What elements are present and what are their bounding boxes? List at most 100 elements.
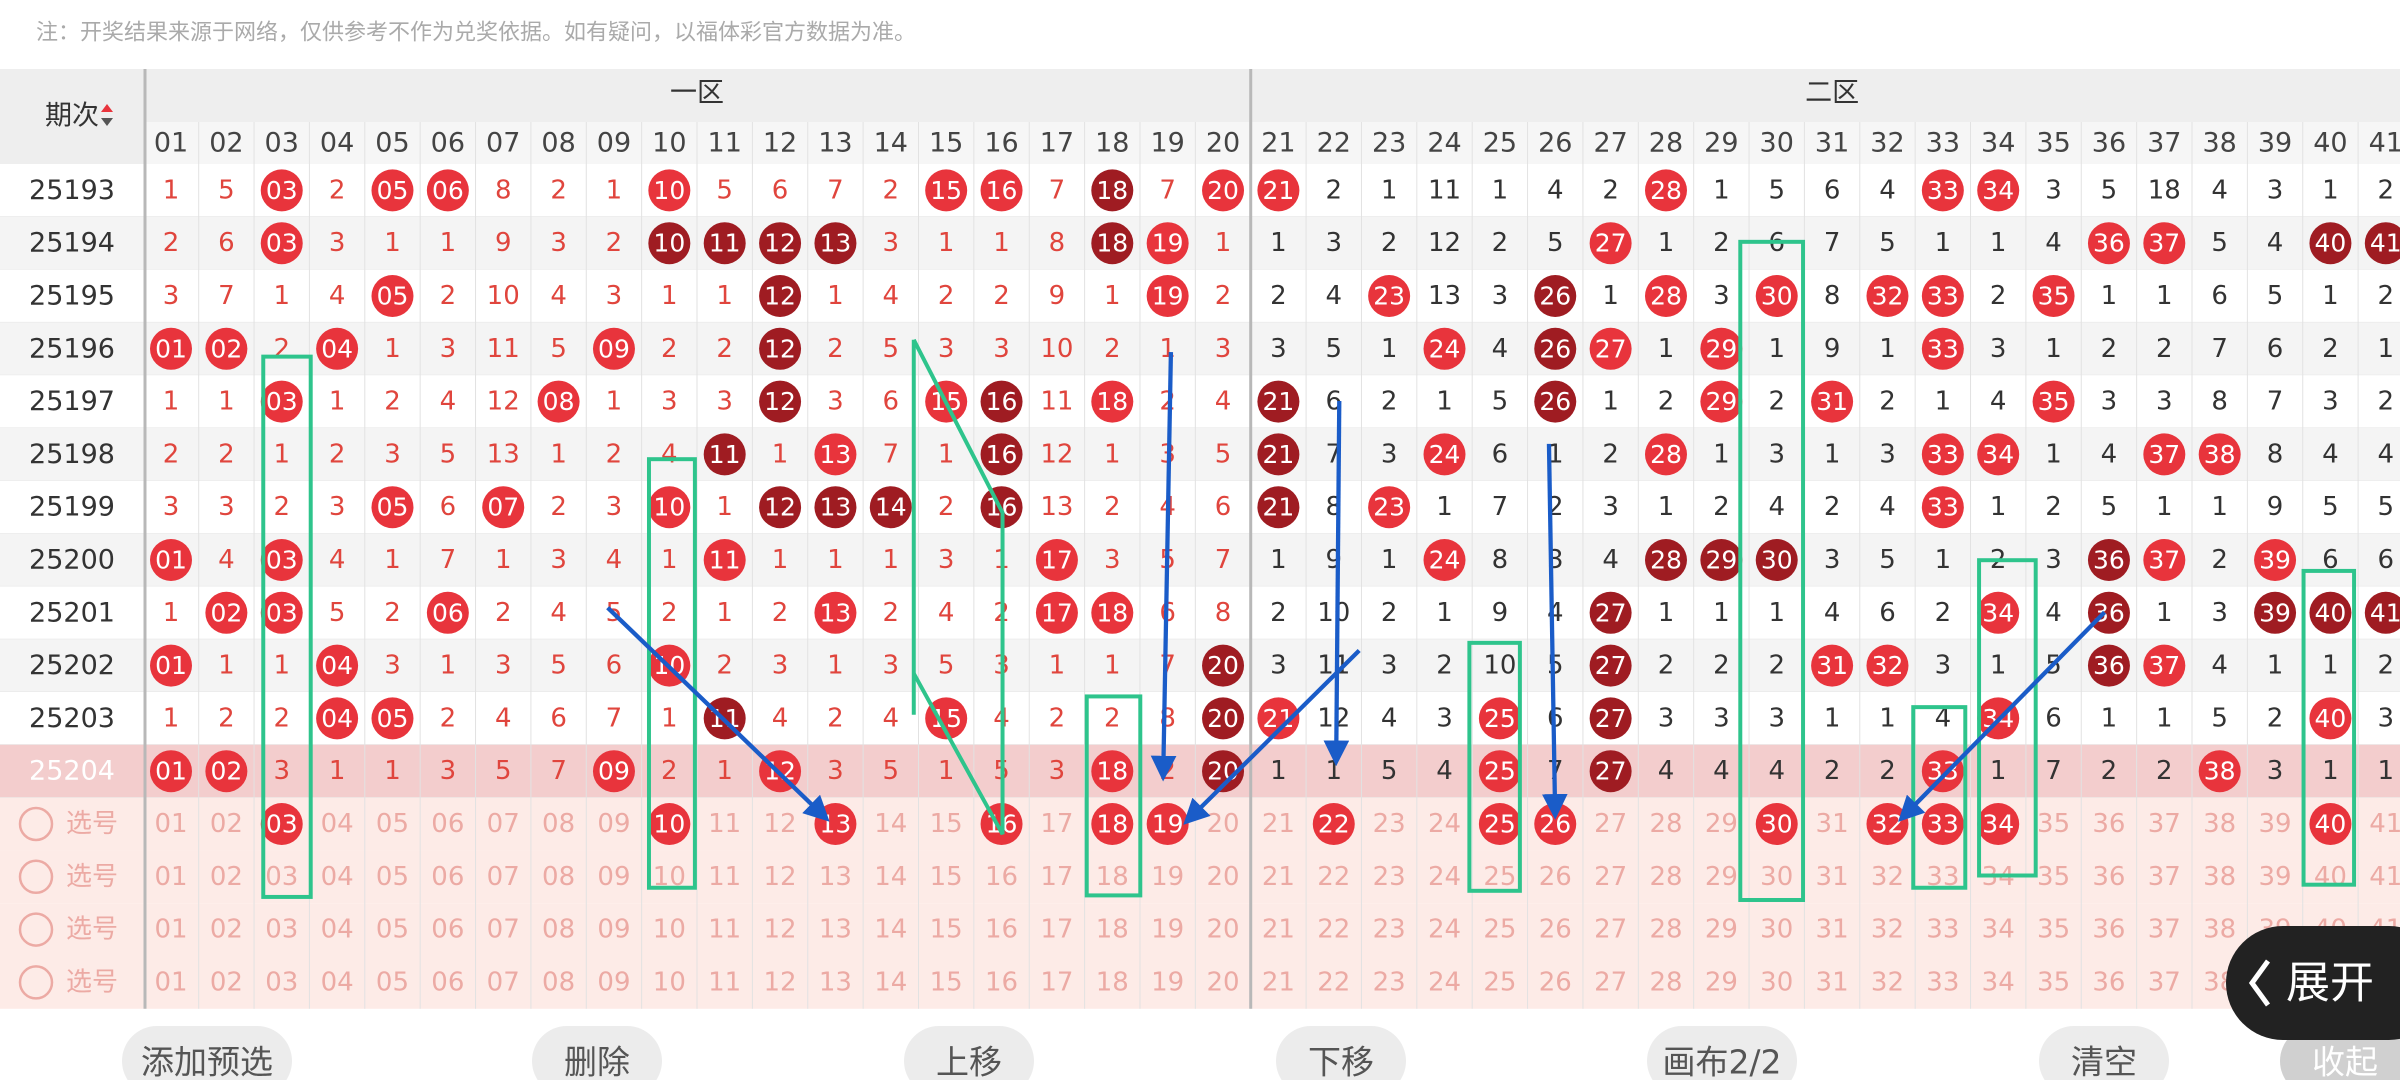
column-number: 27 <box>1593 128 1627 159</box>
ball-number: 27 <box>1595 229 1627 258</box>
select-radio[interactable] <box>18 965 54 1000</box>
cell-value: 2 <box>1713 228 1730 258</box>
column-number: 26 <box>1538 128 1572 159</box>
cell-value: 32 <box>1871 967 1904 997</box>
ball <box>2309 591 2352 634</box>
cell-value: 3 <box>2045 175 2062 205</box>
cell-value: 3 <box>163 492 180 522</box>
cell-value: 5 <box>2211 228 2228 258</box>
ball-number: 12 <box>764 493 796 522</box>
ball <box>1977 591 2020 634</box>
cell-value: 2 <box>1879 387 1896 417</box>
cell-value: 1 <box>1990 651 2007 681</box>
cell-value: 1 <box>163 598 180 628</box>
cell-value: 2 <box>2101 756 2118 786</box>
select-label[interactable]: 选号 <box>66 862 118 892</box>
cell-value: 36 <box>2092 915 2125 945</box>
ball <box>1478 697 1521 740</box>
cell-value: 24 <box>1428 862 1461 892</box>
select-radio[interactable] <box>18 806 54 842</box>
cell-value: 3 <box>329 228 346 258</box>
select-radio[interactable] <box>18 912 54 947</box>
toolbar-button[interactable] <box>532 1026 662 1080</box>
cell-value: 11 <box>1040 387 1073 417</box>
column-number: 28 <box>1649 128 1683 159</box>
cell-value: 06 <box>431 862 464 892</box>
cell-value: 2 <box>163 228 180 258</box>
expand-button[interactable]: 展开 <box>2226 926 2400 1040</box>
ball <box>2143 539 2186 581</box>
toolbar-button-label[interactable]: 清空 <box>2071 1043 2137 1080</box>
cell-value: 06 <box>431 809 464 839</box>
select-label[interactable]: 选号 <box>66 809 118 839</box>
cell-value: 29 <box>1705 915 1738 945</box>
expand-bg[interactable] <box>2226 926 2400 1040</box>
cell-value: 1 <box>1104 281 1121 311</box>
cell-value: 2 <box>827 334 844 364</box>
cell-value: 06 <box>431 967 464 997</box>
cell-value: 15 <box>930 967 963 997</box>
cell-value: 4 <box>329 281 346 311</box>
column-number: 09 <box>597 128 631 159</box>
row-bg <box>0 375 2400 428</box>
cell-value: 01 <box>154 862 187 892</box>
cell-value: 1 <box>2156 281 2173 311</box>
ball-number: 07 <box>487 493 519 522</box>
cell-value: 7 <box>827 175 844 205</box>
toolbar-button-label[interactable]: 下移 <box>1308 1043 1374 1080</box>
cell-value: 3 <box>384 651 401 681</box>
cell-value: 7 <box>1824 228 1841 258</box>
cell-value: 1 <box>273 281 290 311</box>
ball-number: 15 <box>930 176 962 205</box>
blue-arrow <box>1898 610 2107 822</box>
ball <box>316 644 359 687</box>
toolbar-button-label[interactable]: 添加预选 <box>141 1043 273 1080</box>
cell-value: 5 <box>2101 175 2118 205</box>
cell-value: 2 <box>1658 651 1675 681</box>
toolbar-button[interactable] <box>122 1026 292 1080</box>
ball <box>205 750 248 793</box>
toolbar-button-label[interactable]: 删除 <box>564 1043 630 1080</box>
cell-value: 12 <box>1428 228 1461 258</box>
ball-number: 10 <box>653 493 685 522</box>
ball-number: 02 <box>210 334 242 363</box>
cell-value: 2 <box>883 175 900 205</box>
cell-value: 32 <box>1871 862 1904 892</box>
cell-value: 4 <box>1713 756 1730 786</box>
ball <box>1035 591 1078 634</box>
column-number: 16 <box>984 128 1018 159</box>
cell-value: 1 <box>827 545 844 575</box>
toolbar-button[interactable] <box>2039 1026 2169 1080</box>
toolbar-button-label[interactable]: 收起 <box>2312 1043 2378 1080</box>
cell-value: 2 <box>329 175 346 205</box>
column-number: 23 <box>1372 128 1406 159</box>
cell-value: 40 <box>2314 862 2347 892</box>
cell-value: 4 <box>1602 545 1619 575</box>
toolbar-button[interactable] <box>1276 1026 1406 1080</box>
cell-value: 24 <box>1428 915 1461 945</box>
cell-value: 1 <box>1270 756 1287 786</box>
cell-value: 1 <box>1990 228 2007 258</box>
cell-value: 35 <box>2037 915 2070 945</box>
select-radio[interactable] <box>18 859 54 895</box>
ball <box>1202 750 1245 793</box>
expand-label[interactable]: 展开 <box>2286 958 2374 1009</box>
toolbar-button-label[interactable]: 画布2/2 <box>1662 1043 1781 1080</box>
cell-value: 3 <box>606 492 623 522</box>
cell-value: 03 <box>265 862 298 892</box>
select-label[interactable]: 选号 <box>66 915 118 945</box>
column-number: 12 <box>763 128 797 159</box>
cell-value: 2 <box>1879 756 1896 786</box>
cell-value: 1 <box>1658 492 1675 522</box>
cell-value: 1 <box>938 756 955 786</box>
toolbar-button[interactable] <box>904 1026 1034 1080</box>
select-label[interactable]: 选号 <box>66 967 118 997</box>
cell-value: 5 <box>2211 703 2228 733</box>
cell-value: 3 <box>1492 281 1509 311</box>
ball <box>1644 275 1687 317</box>
column-number: 04 <box>320 128 354 159</box>
toolbar-button-label[interactable]: 上移 <box>936 1043 1002 1080</box>
ball <box>925 169 968 212</box>
cell-value: 3 <box>827 387 844 417</box>
toolbar-button[interactable] <box>1647 1026 1797 1080</box>
